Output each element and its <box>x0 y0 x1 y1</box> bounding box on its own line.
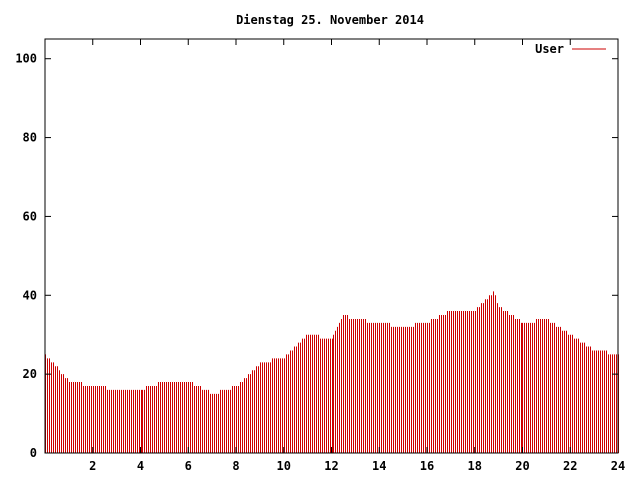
x-tick-label: 8 <box>232 459 239 473</box>
x-tick-label: 4 <box>137 459 144 473</box>
x-tick-label: 22 <box>563 459 577 473</box>
legend: User <box>535 42 606 56</box>
chart-title: Dienstag 25. November 2014 <box>236 13 424 27</box>
bar-series-user <box>45 291 619 453</box>
x-tick-label: 10 <box>277 459 291 473</box>
x-tick-label: 18 <box>468 459 482 473</box>
y-tick-label: 0 <box>30 446 37 460</box>
y-tick-label: 80 <box>23 131 37 145</box>
y-tick-label: 60 <box>23 209 37 223</box>
x-tick-label: 16 <box>420 459 434 473</box>
x-tick-label: 12 <box>324 459 338 473</box>
legend-label-user: User <box>535 42 564 56</box>
x-tick-label: 14 <box>372 459 386 473</box>
y-axis: 0 20 40 60 80 100 <box>15 52 618 460</box>
x-tick-label: 6 <box>185 459 192 473</box>
y-tick-label: 100 <box>15 52 37 66</box>
x-tick-label: 2 <box>89 459 96 473</box>
x-tick-label: 20 <box>515 459 529 473</box>
y-tick-label: 20 <box>23 367 37 381</box>
x-axis: 2 4 6 8 10 12 14 16 18 20 22 24 <box>89 39 625 473</box>
y-tick-label: 40 <box>23 288 37 302</box>
x-tick-label: 24 <box>611 459 625 473</box>
